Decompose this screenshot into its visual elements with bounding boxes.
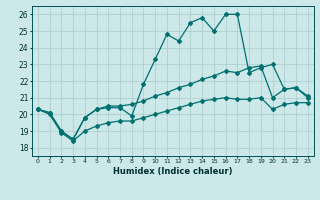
X-axis label: Humidex (Indice chaleur): Humidex (Indice chaleur) [113,167,233,176]
